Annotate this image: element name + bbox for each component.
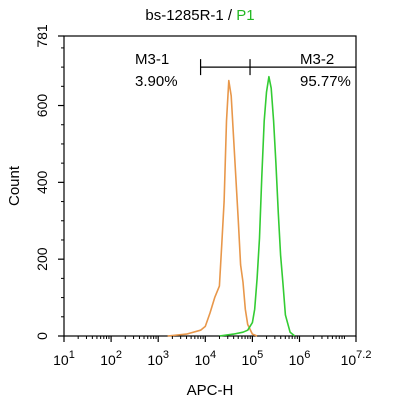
y-axis-ticks: 0 200 400 600 781 [34,24,64,340]
title-sample: bs-1285R-1 [145,7,223,24]
y-tick-label: 600 [34,94,50,118]
title-gate: P1 [236,7,254,24]
marker-label-1: M3-1 [135,51,169,68]
y-tick-label: 200 [34,247,50,271]
series-layer [167,75,296,337]
y-axis-label: Count [6,165,23,206]
x-tick-label: 104 [194,349,216,368]
x-tick-label: 105 [242,349,264,368]
chart-title: bs-1285R-1 / P1 [145,7,254,24]
x-axis-ticks: 101 102 103 104 105 106 107.2 [53,336,371,368]
x-tick-label: 107.2 [341,349,372,368]
y-tick-label: 781 [34,24,50,48]
svg-text:bs-1285R-1 / P1: bs-1285R-1 / P1 [145,7,254,24]
x-tick-label: 106 [289,349,311,368]
plot-frame [63,35,357,337]
x-tick-label: 103 [147,349,169,368]
series-line-2 [219,75,296,337]
title-separator: / [224,7,237,24]
y-tick-label: 0 [34,332,50,340]
y-tick-label: 400 [34,170,50,194]
x-tick-label: 101 [53,349,75,368]
series-line-1 [167,79,258,337]
marker-label-2: M3-2 [300,51,334,68]
marker-layer: M3-1 3.90% M3-2 95.77% [135,51,356,90]
marker-percent-1: 3.90% [135,73,178,90]
x-tick-label: 102 [100,349,122,368]
x-axis-label: APC-H [187,382,234,399]
marker-percent-2: 95.77% [300,73,351,90]
